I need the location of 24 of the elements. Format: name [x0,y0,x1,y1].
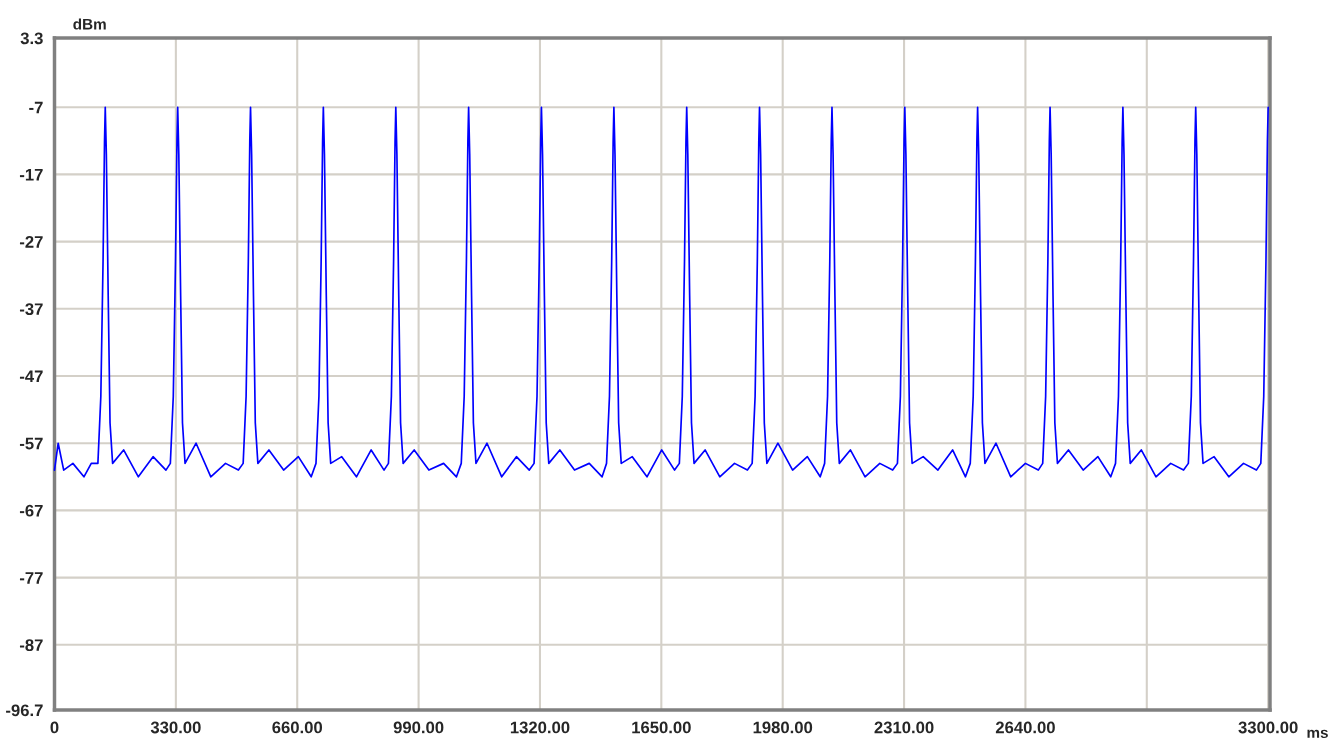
y-tick-label: -77 [19,572,43,584]
x-tick-label: 0 [50,721,59,734]
y-tick-label: -96.7 [6,704,43,717]
y-tick-label: -37 [19,303,43,316]
x-axis-title: ms [1307,729,1328,739]
x-tick-label: 1650.00 [632,721,691,734]
x-tick-label: 330.00 [150,721,201,734]
x-tick-label: 990.00 [393,721,444,734]
y-tick-label: -47 [19,370,43,383]
y-axis-title: dBm [73,18,106,30]
y-tick-label: -57 [19,437,43,450]
y-tick-label: -27 [19,236,43,248]
x-tick-label: 2640.00 [995,721,1055,734]
y-tick-label: -7 [29,101,43,114]
x-tick-label: 3300.00 [1238,721,1298,734]
y-tick-label: 3.3 [20,32,43,45]
x-tick-label: 660.00 [272,721,323,734]
x-tick-label: 2310.00 [874,721,934,734]
y-tick-label: -67 [19,504,43,517]
x-tick-label: 1980.00 [753,721,813,734]
y-tick-label: -87 [19,639,43,652]
x-tick-label: 1320.00 [510,721,570,734]
y-tick-label: -17 [19,168,43,181]
line-series [53,106,1269,478]
